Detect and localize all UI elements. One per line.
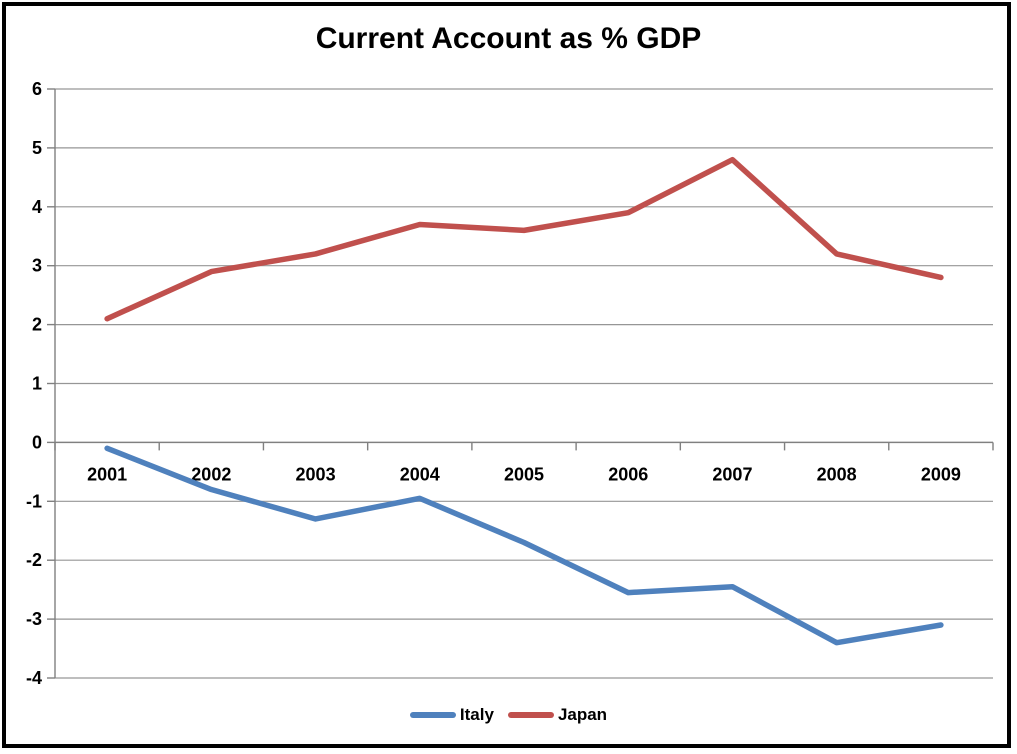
x-tick-label: 2009: [921, 464, 961, 484]
x-tick-label: 2004: [400, 464, 440, 484]
y-tick-label: 4: [32, 197, 42, 217]
y-tick-label: 5: [32, 138, 42, 158]
legend-line-swatch-italy: [409, 712, 456, 718]
x-tick-label: 2003: [296, 464, 336, 484]
x-tick-label: 2008: [817, 464, 857, 484]
x-tick-label: 2007: [712, 464, 752, 484]
legend-item-japan: Japan: [507, 705, 608, 725]
y-tick-label: -2: [26, 550, 42, 570]
x-tick-label: 2001: [87, 464, 127, 484]
y-tick-label: -4: [26, 668, 42, 688]
y-tick-label: 2: [32, 315, 42, 335]
legend-label-italy: Italy: [459, 705, 494, 724]
legend-label-japan: Japan: [557, 705, 608, 724]
y-tick-label: -1: [26, 491, 42, 511]
x-tick-label: 2002: [191, 464, 231, 484]
y-tick-label: 1: [32, 374, 42, 394]
legend-item-italy: Italy: [409, 705, 494, 725]
series-line-japan: [104, 156, 944, 322]
series-line-italy: [104, 445, 944, 646]
y-tick-label: 0: [32, 432, 42, 452]
chart-title: Current Account as % GDP: [315, 22, 702, 55]
y-tick-label: -3: [26, 609, 42, 629]
y-tick-label: 6: [32, 79, 42, 99]
legend-line-swatch-japan: [507, 712, 554, 718]
x-tick-label: 2005: [504, 464, 544, 484]
y-tick-label: 3: [32, 256, 42, 276]
x-tick-label: 2006: [608, 464, 648, 484]
legend: Italy Japan: [0, 705, 1017, 725]
